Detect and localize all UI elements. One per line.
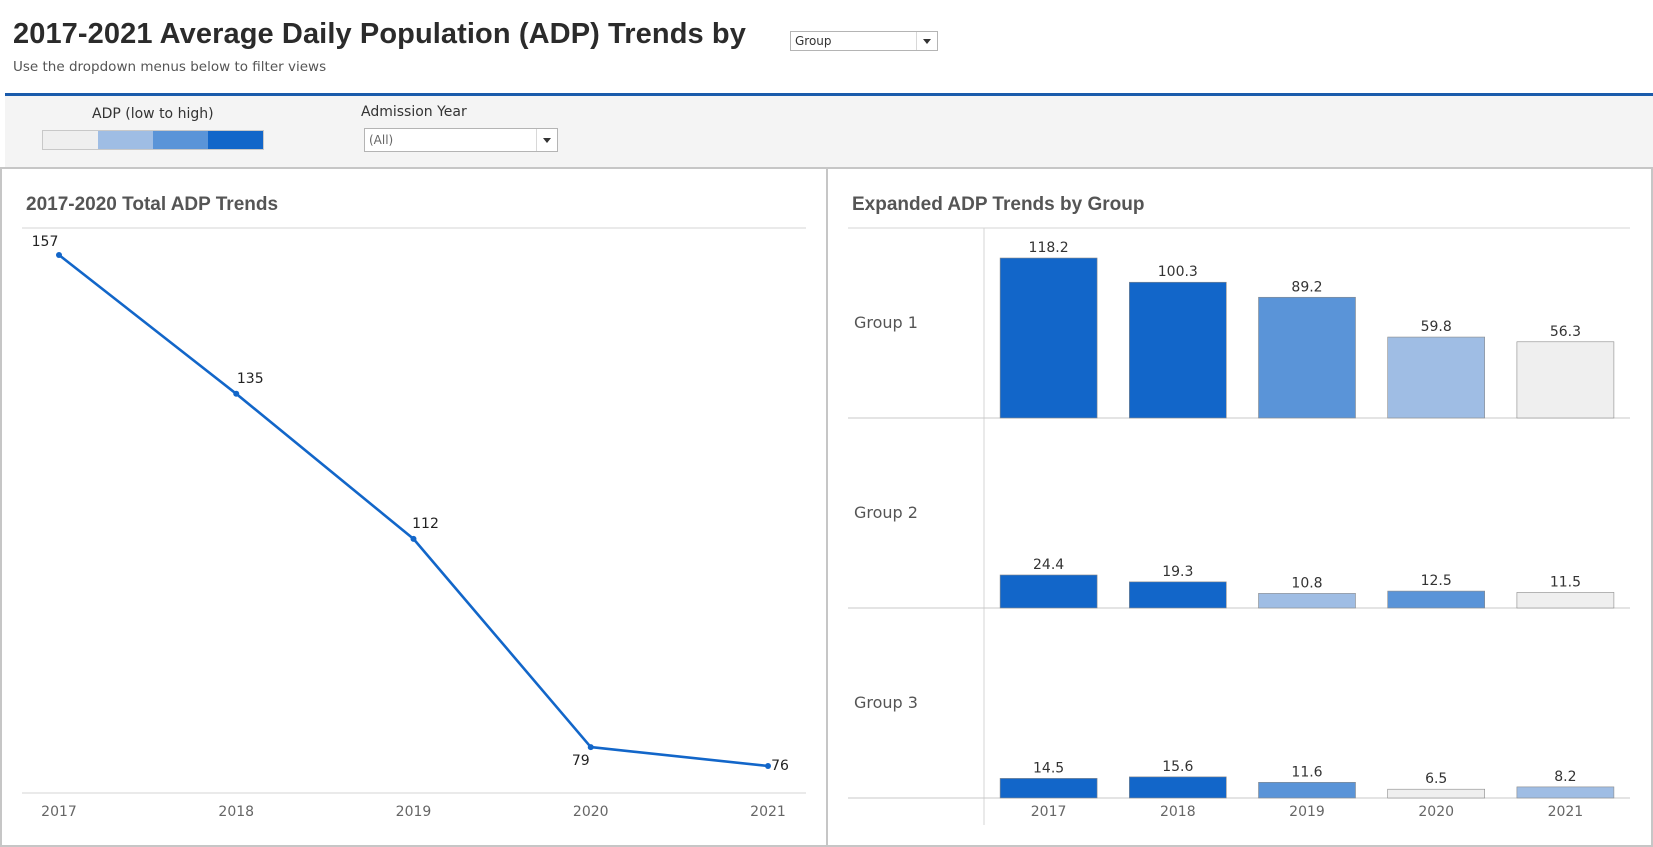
bar — [1258, 593, 1356, 609]
legend-swatch — [43, 131, 98, 149]
x-tick-label: 2018 — [218, 804, 254, 820]
x-tick-label: 2021 — [1548, 804, 1584, 820]
row-label: Group 3 — [854, 693, 918, 712]
bar — [1258, 781, 1356, 799]
bar-value-label: 59.8 — [1421, 319, 1452, 335]
legend-label: ADP (low to high) — [92, 106, 214, 122]
x-tick-label: 2020 — [1418, 804, 1454, 820]
bar-value-label: 118.2 — [1029, 240, 1069, 256]
data-label: 76 — [771, 758, 789, 774]
group-dropdown[interactable]: Group — [790, 31, 938, 51]
x-tick-label: 2018 — [1160, 804, 1196, 820]
group-dropdown-value: Group — [795, 34, 832, 48]
x-tick-label: 2019 — [1289, 804, 1325, 820]
filter-bar — [5, 96, 1653, 167]
row-label: Group 2 — [854, 503, 918, 522]
bar-value-label: 15.6 — [1162, 759, 1193, 775]
bar — [999, 778, 1098, 799]
bar-value-label: 24.4 — [1033, 557, 1064, 573]
total-adp-line-chart: 157 2017 135 2018 112 2019 79 2020 76 2021 — [22, 227, 806, 820]
line-chart-title: 2017-2020 Total ADP Trends — [26, 194, 279, 215]
chevron-down-icon[interactable] — [536, 129, 557, 151]
page-title: 2017-2021 Average Daily Population (ADP)… — [13, 18, 746, 50]
bar — [1258, 296, 1356, 419]
bar-value-label: 12.5 — [1421, 573, 1452, 589]
legend-swatch — [98, 131, 153, 149]
data-label: 157 — [32, 234, 59, 250]
x-tick-label: 2017 — [41, 804, 77, 820]
bar — [1129, 281, 1227, 419]
total-adp-panel — [0, 167, 828, 847]
row-label: Group 1 — [854, 313, 918, 332]
bar-value-label: 11.5 — [1550, 574, 1581, 590]
admission-year-value: (All) — [369, 133, 394, 147]
x-tick-label: 2019 — [396, 804, 432, 820]
bar-value-label: 89.2 — [1291, 279, 1322, 295]
x-tick-label: 2017 — [1031, 804, 1067, 820]
data-point — [56, 252, 62, 258]
legend-swatch — [208, 131, 263, 149]
bar — [999, 574, 1098, 609]
bar — [1516, 786, 1615, 799]
data-point — [233, 390, 240, 397]
bar — [1129, 776, 1227, 799]
bar-value-label: 14.5 — [1033, 760, 1064, 776]
bar — [1387, 788, 1485, 799]
data-label: 79 — [572, 753, 590, 769]
admission-year-label: Admission Year — [361, 104, 467, 120]
bar-chart-title: Expanded ADP Trends by Group — [852, 194, 1145, 215]
bar — [1387, 590, 1485, 609]
color-legend — [42, 130, 264, 150]
bar-value-label: 56.3 — [1550, 324, 1581, 340]
bar-value-label: 6.5 — [1425, 771, 1447, 787]
header-divider — [5, 93, 1653, 96]
page-subtitle: Use the dropdown menus below to filter v… — [13, 59, 327, 75]
x-tick-label: 2020 — [573, 804, 609, 820]
data-label: 135 — [237, 371, 264, 387]
bar — [999, 257, 1098, 419]
bar-value-label: 11.6 — [1291, 764, 1322, 780]
bar — [1129, 581, 1227, 609]
data-point — [587, 744, 594, 751]
legend-swatch — [153, 131, 208, 149]
x-tick-label: 2021 — [750, 804, 786, 820]
bar-value-label: 19.3 — [1162, 564, 1193, 580]
data-label: 112 — [412, 516, 439, 532]
bar — [1516, 341, 1615, 419]
data-point — [410, 535, 417, 542]
data-point — [765, 763, 771, 769]
group-adp-panel — [826, 167, 1653, 847]
chevron-down-icon[interactable] — [916, 32, 937, 50]
admission-year-dropdown[interactable]: (All) — [364, 128, 558, 152]
bar — [1387, 336, 1485, 419]
bar-value-label: 8.2 — [1554, 769, 1576, 785]
bar-value-label: 100.3 — [1158, 264, 1198, 280]
bar — [1516, 592, 1615, 609]
bar-value-label: 10.8 — [1291, 575, 1322, 591]
